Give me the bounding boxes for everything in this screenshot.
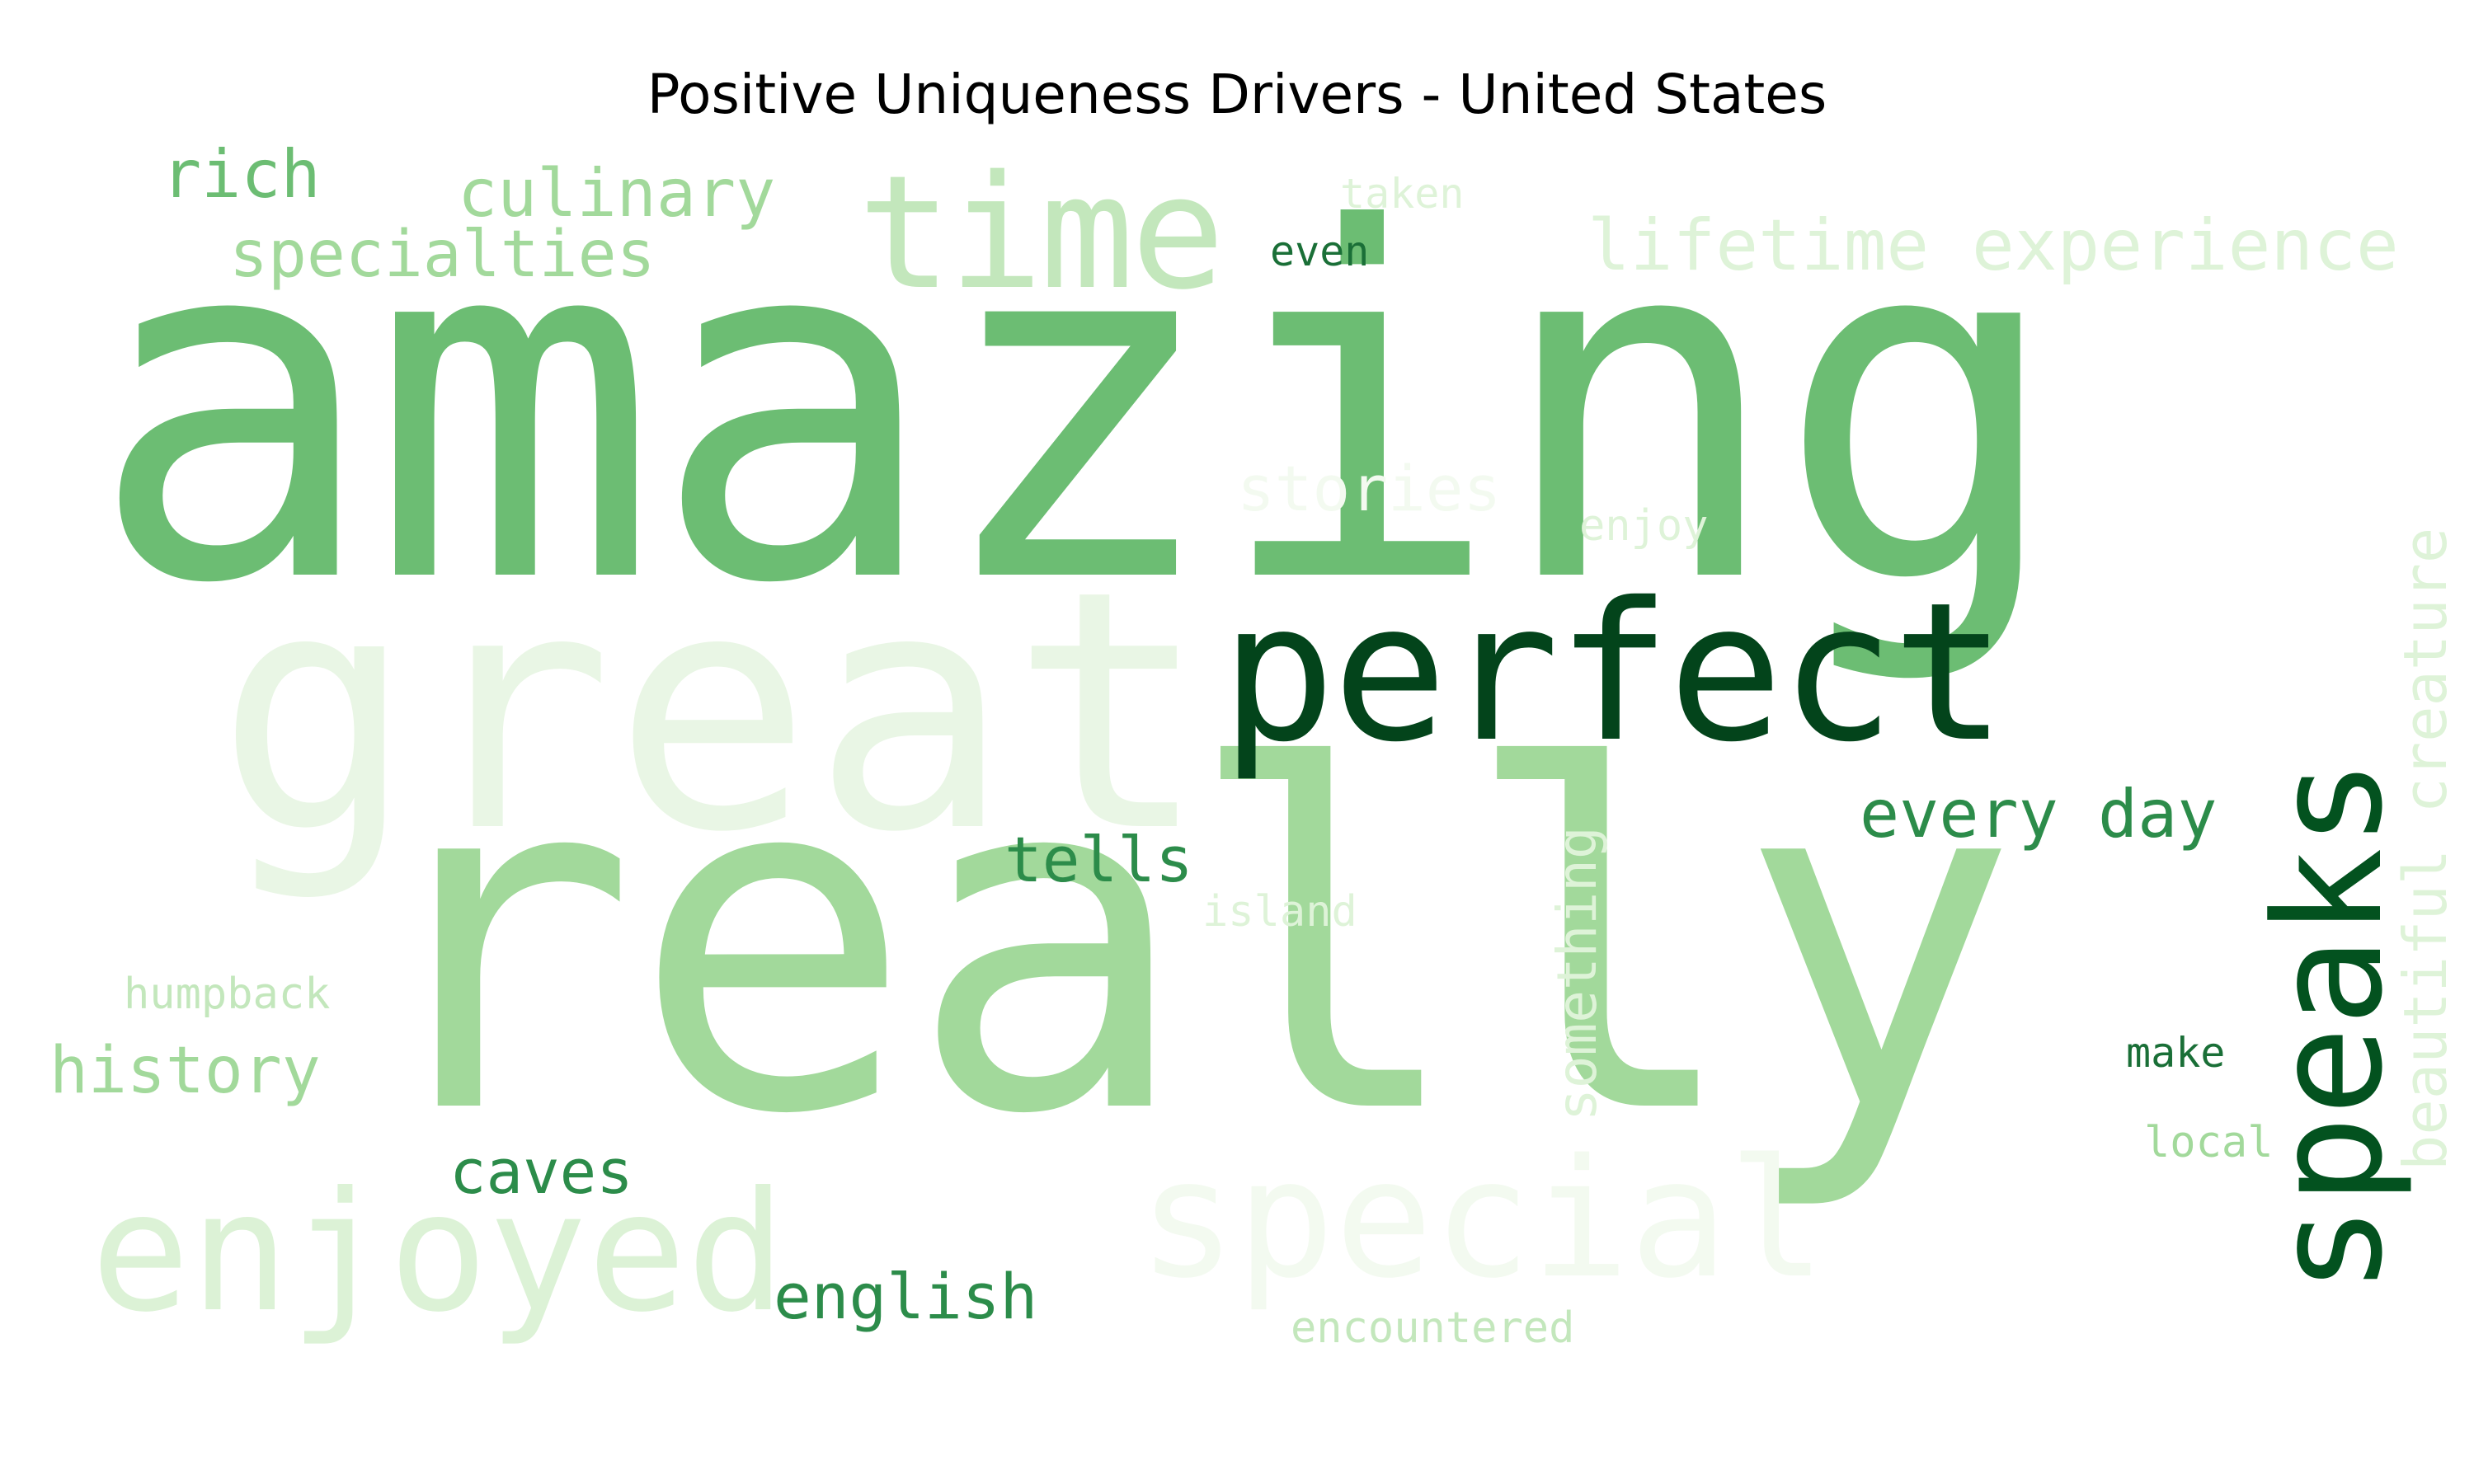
- word-local: local: [2144, 1118, 2274, 1167]
- word-great: great: [216, 521, 1210, 904]
- word-something-text: something: [1545, 826, 1609, 1121]
- word-english: english: [774, 1260, 1038, 1333]
- word-culinary: culinary: [458, 155, 776, 232]
- word-tells: tells: [1004, 823, 1193, 896]
- word-island: island: [1202, 887, 1357, 937]
- word-rich: rich: [162, 136, 321, 213]
- word-enjoyed: enjoyed: [91, 1157, 786, 1349]
- word-time: time: [858, 142, 1225, 324]
- word-humpback: humpback: [124, 970, 331, 1019]
- word-caves: caves: [449, 1137, 633, 1208]
- word-history: history: [49, 1034, 321, 1108]
- word-beautiful-creature: beautiful creature: [2391, 528, 2460, 1171]
- word-special: special: [1138, 1124, 1827, 1314]
- word-encountered: encountered: [1291, 1303, 1575, 1353]
- word-beautiful-creature-text: beautiful creature: [2391, 527, 2460, 1171]
- word-even: even: [1270, 228, 1370, 275]
- word-lifetime-experience: lifetime experience: [1587, 204, 2399, 287]
- word-perfect: perfect: [1221, 561, 2007, 784]
- chart-title: Positive Uniqueness Drivers - United Sta…: [647, 63, 1827, 126]
- word-amazing: amazing: [88, 129, 2065, 688]
- word-something: something: [1545, 826, 1609, 1121]
- word-specialties: specialties: [229, 218, 656, 292]
- word-make: make: [2126, 1029, 2226, 1077]
- word-stories: stories: [1237, 452, 1502, 525]
- word-every-day: every day: [1860, 776, 2218, 852]
- word-enjoy: enjoy: [1579, 501, 1709, 551]
- word-speaks-text: speaks: [2243, 758, 2415, 1294]
- word-taken: taken: [1340, 170, 1465, 218]
- word-speaks: speaks: [2243, 758, 2415, 1294]
- word-really: really: [355, 670, 2020, 1217]
